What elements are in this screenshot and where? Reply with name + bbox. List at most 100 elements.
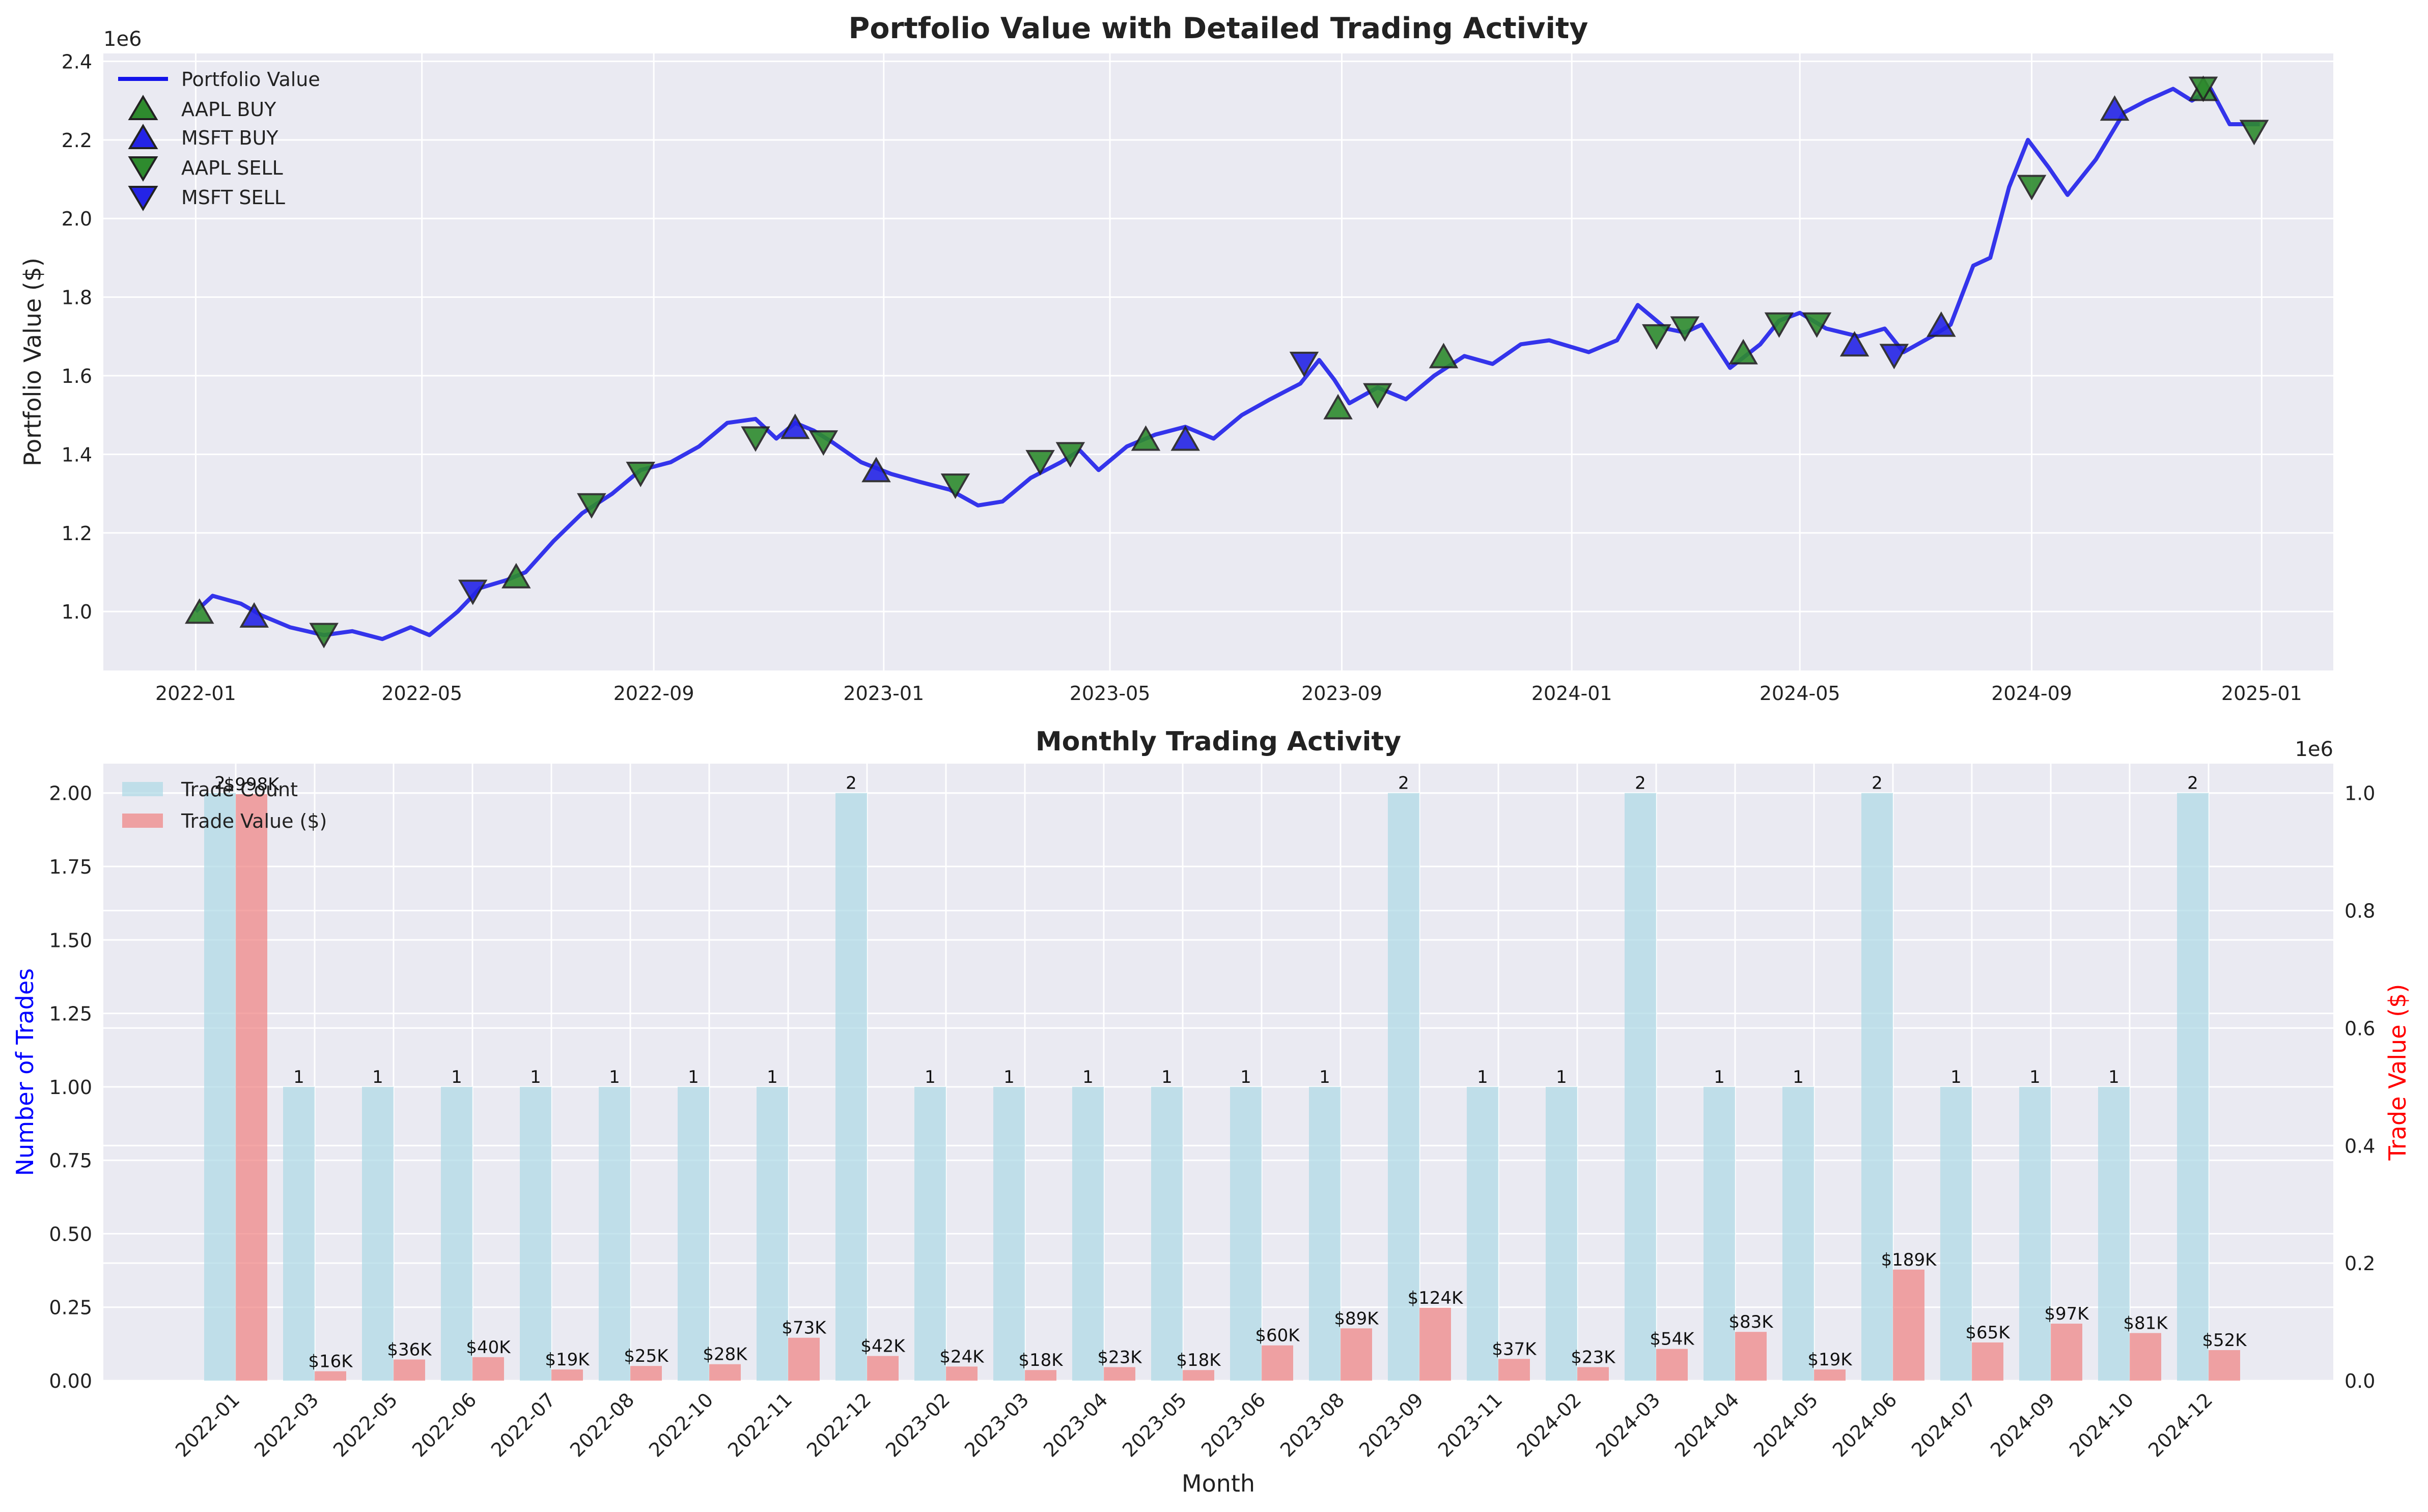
trade-value-bar bbox=[551, 1369, 583, 1381]
activity-y-tick-label: 0.25 bbox=[49, 1297, 92, 1319]
portfolio-y-tick-label: 1.8 bbox=[62, 287, 92, 309]
aapl-sell-marker bbox=[741, 426, 770, 452]
trade-value-label: $65K bbox=[1965, 1323, 2011, 1343]
msft-sell-marker bbox=[1289, 351, 1319, 377]
trade-value-bar bbox=[236, 794, 267, 1381]
trade-value-label: $124K bbox=[1408, 1288, 1464, 1308]
trade-value-label: $81K bbox=[2123, 1313, 2168, 1334]
trade-count-label: 1 bbox=[2108, 1067, 2119, 1087]
trade-value-label: $60K bbox=[1255, 1326, 1300, 1346]
trade-count-bar bbox=[757, 1086, 788, 1381]
trade-value-label: $19K bbox=[545, 1350, 590, 1370]
trade-count-bar bbox=[1782, 1086, 1814, 1381]
trade-count-label: 1 bbox=[451, 1067, 462, 1087]
portfolio-y-axis-label: Portfolio Value ($) bbox=[19, 258, 46, 466]
activity-y2-ticks: 0.0 0.2 0.4 0.6 0.8 1.0 bbox=[2345, 782, 2375, 1392]
trade-value-label: $36K bbox=[387, 1339, 432, 1360]
trade-count-bar bbox=[441, 1086, 472, 1381]
portfolio-x-tick-label: 2024-05 bbox=[1760, 682, 1840, 705]
portfolio-legend: Portfolio Value AAPL BUY MSFT BUY AAPL S… bbox=[118, 68, 320, 211]
portfolio-x-tick-label: 2023-09 bbox=[1301, 682, 1382, 705]
aapl-sell-marker bbox=[2017, 175, 2047, 201]
activity-y-tick-label: 1.75 bbox=[49, 856, 92, 878]
trade-count-bar bbox=[1072, 1086, 1104, 1381]
activity-x-axis-label: Month bbox=[1182, 1470, 1255, 1497]
trade-count-label: 1 bbox=[1556, 1067, 1567, 1087]
trade-value-label: $18K bbox=[1018, 1350, 1064, 1370]
aapl-sell-marker bbox=[1764, 312, 1794, 338]
aapl-sell-marker bbox=[1025, 450, 1055, 475]
legend-label-trade-count: Trade Count bbox=[181, 778, 298, 801]
trade-value-label: $37K bbox=[1492, 1339, 1537, 1359]
trade-value-label: $52K bbox=[2202, 1330, 2247, 1351]
trade-count-label: 1 bbox=[609, 1067, 620, 1087]
portfolio-y-tick-label: 1.4 bbox=[62, 443, 92, 466]
trade-count-bar bbox=[1940, 1086, 1972, 1381]
trade-value-bar bbox=[1419, 1307, 1451, 1381]
trade-value-bar bbox=[788, 1337, 820, 1381]
trade-count-bar bbox=[1230, 1086, 1262, 1381]
trade-count-bar bbox=[835, 793, 867, 1381]
aapl-sell-marker bbox=[2188, 76, 2218, 102]
aapl-sell-marker bbox=[808, 430, 839, 456]
msft-buy-marker bbox=[1170, 425, 1200, 451]
trade-count-label: 1 bbox=[2029, 1067, 2041, 1087]
trade-count-bar bbox=[678, 1086, 709, 1381]
aapl-buy-marker bbox=[185, 598, 214, 624]
trade-count-bar bbox=[2177, 793, 2209, 1381]
portfolio-x-tick-label: 2022-09 bbox=[613, 682, 694, 705]
trade-value-label: $998K bbox=[224, 774, 281, 795]
trade-value-bar bbox=[1814, 1369, 1846, 1381]
activity-legend: Trade Count Trade Value ($) bbox=[122, 778, 327, 832]
trade-value-bar bbox=[2051, 1324, 2082, 1381]
trade-value-bar bbox=[1972, 1342, 2003, 1381]
activity-bars: 2$998K1$16K1$36K1$40K1$19K1$25K1$28K1$73… bbox=[204, 773, 2247, 1381]
aapl-sell-marker bbox=[1055, 442, 1085, 468]
trade-count-label: 2 bbox=[214, 773, 226, 794]
trade-count-label: 2 bbox=[1635, 773, 1646, 794]
activity-y-tick-label: 0.50 bbox=[49, 1223, 92, 1245]
trade-value-label: $189K bbox=[1881, 1250, 1938, 1270]
activity-y2-tick-label: 0.4 bbox=[2345, 1135, 2375, 1157]
trade-count-label: 2 bbox=[1872, 773, 1883, 794]
trade-count-label: 1 bbox=[1477, 1067, 1488, 1087]
aapl-buy-marker bbox=[1131, 425, 1161, 451]
activity-y2-axis-label: Trade Value ($) bbox=[2384, 984, 2411, 1161]
aapl-sell-marker bbox=[1670, 316, 1700, 342]
trade-count-bar bbox=[1388, 793, 1419, 1381]
portfolio-x-tick-label: 2023-01 bbox=[843, 682, 924, 705]
aapl-buy-marker bbox=[1323, 394, 1353, 419]
trade-count-label: 2 bbox=[2187, 773, 2198, 794]
trade-value-label: $24K bbox=[939, 1347, 985, 1367]
activity-y-tick-label: 1.50 bbox=[49, 929, 92, 951]
activity-y-ticks: 0.00 0.25 0.50 0.75 1.00 1.25 1.50 1.75 2.00 bbox=[49, 782, 92, 1392]
trade-count-bar bbox=[1467, 1086, 1498, 1381]
trade-count-label: 1 bbox=[1950, 1067, 1962, 1087]
portfolio-y-ticks: 1.0 1.2 1.4 1.6 1.8 2.0 2.2 2.4 bbox=[62, 50, 92, 623]
legend-marker-aapl-buy bbox=[128, 95, 158, 120]
activity-chart-title: Monthly Trading Activity bbox=[1036, 726, 1401, 757]
trade-value-bar bbox=[2130, 1333, 2161, 1381]
trade-value-bar bbox=[946, 1366, 978, 1381]
activity-y2-tick-label: 1.0 bbox=[2345, 782, 2375, 805]
trade-count-label: 1 bbox=[1793, 1067, 1804, 1087]
legend-label-trade-value: Trade Value ($) bbox=[181, 810, 327, 832]
portfolio-grid bbox=[103, 53, 2333, 670]
msft-buy-marker bbox=[780, 413, 810, 439]
portfolio-x-tick-label: 2024-09 bbox=[1991, 682, 2072, 705]
activity-y2-offset: 1e6 bbox=[2295, 738, 2333, 761]
trade-count-bar bbox=[1546, 1086, 1577, 1381]
trade-value-label: $18K bbox=[1176, 1350, 1221, 1370]
trade-value-bar bbox=[1262, 1345, 1293, 1381]
aapl-sell-marker bbox=[577, 493, 606, 519]
trade-count-label: 2 bbox=[846, 773, 857, 794]
activity-y2-tick-label: 0.0 bbox=[2345, 1370, 2375, 1392]
portfolio-value-line bbox=[194, 87, 2260, 641]
msft-buy-marker bbox=[861, 457, 891, 483]
trade-value-bar bbox=[1893, 1269, 1924, 1381]
trade-value-bar bbox=[1656, 1349, 1688, 1381]
trade-markers bbox=[185, 75, 2269, 649]
legend-label-portfolio: Portfolio Value bbox=[181, 68, 320, 91]
trade-count-bar bbox=[2098, 1086, 2130, 1381]
